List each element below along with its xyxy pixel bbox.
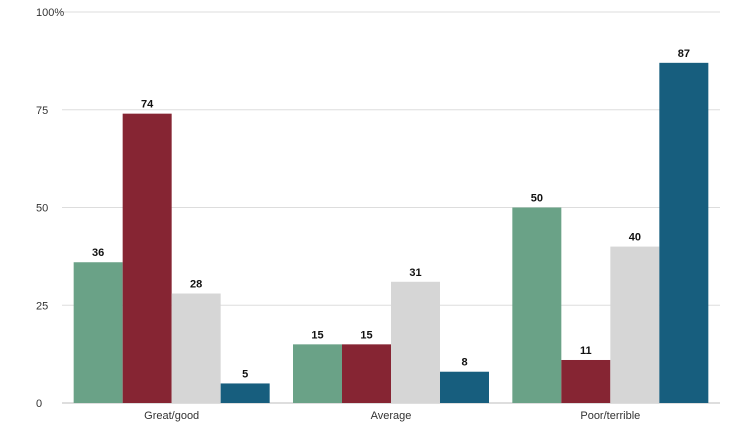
bar [391,281,440,403]
y-tick-label: 100% [36,7,64,19]
bar [293,344,342,403]
x-tick-label: Poor/terrible [580,410,640,422]
bar [171,293,221,403]
data-label: 8 [461,357,467,369]
data-label: 36 [92,247,104,259]
data-label: 74 [141,99,154,111]
y-tick-label: 75 [36,105,48,117]
y-tick-label: 25 [36,300,48,312]
data-labels: 36 74 28 5 15 15 31 8 50 11 40 87 [92,48,690,381]
bar [122,113,172,403]
bar [220,383,270,403]
bar [561,359,611,403]
bar [440,371,489,403]
bar [512,207,562,403]
bar [342,344,391,403]
x-axis-ticks: Great/good Average Poor/terrible [144,410,640,422]
bar [610,246,660,403]
data-label: 50 [531,193,543,205]
data-label: 11 [580,345,592,357]
x-tick-label: Average [371,410,412,422]
data-label: 5 [242,368,248,380]
y-tick-label: 50 [36,203,48,215]
data-label: 15 [360,329,372,341]
bars [73,62,709,404]
x-tick-label: Great/good [144,410,199,422]
bar [73,262,123,403]
data-label: 31 [409,267,421,279]
y-tick-label: 0 [36,398,42,410]
y-axis-ticks: 0 25 50 75 100% [36,7,64,410]
data-label: 15 [311,329,323,341]
data-label: 40 [629,232,641,244]
data-label: 28 [190,279,202,291]
bar [659,62,709,404]
data-label: 87 [678,48,690,60]
